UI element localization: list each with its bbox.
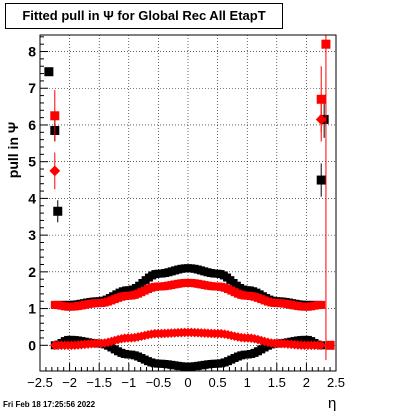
x-tick-label: 0.5 (209, 375, 227, 390)
y-axis-label-box: pull in Ψ (3, 110, 23, 190)
y-tick-label: 6 (28, 117, 36, 133)
data-point-square (50, 111, 60, 121)
data-point-diamond (315, 114, 327, 125)
data-point-diamond (316, 340, 326, 351)
y-tick-label: 2 (28, 264, 36, 280)
data-point-square (325, 340, 335, 350)
timestamp-footer: Fri Feb 18 17:25:56 2022 (3, 400, 96, 409)
data-point-square (44, 67, 54, 77)
x-tick-label: 0 (184, 375, 191, 390)
y-tick-label: 5 (28, 154, 36, 170)
chart-title: Fitted pull in Ψ for Global Rec All Etap… (5, 3, 283, 29)
x-tick-label: −2.5 (27, 375, 53, 390)
y-tick-label: 3 (28, 227, 36, 243)
x-tick-label: 1.5 (268, 375, 286, 390)
axis-ticks (39, 36, 337, 371)
x-tick-label: 1 (244, 375, 251, 390)
x-tick-label: 2 (303, 375, 310, 390)
x-tick-label: −1 (121, 375, 136, 390)
x-tick-label: 2.5 (327, 375, 345, 390)
data-point-diamond (49, 165, 61, 177)
data-point-square (53, 206, 63, 216)
y-tick-label: 7 (28, 80, 36, 96)
y-tick-label: 8 (28, 44, 36, 60)
x-axis-label: η (328, 395, 337, 412)
data-point-square (321, 39, 331, 49)
data-point-square (317, 300, 326, 309)
y-axis-label: pull in Ψ (5, 121, 21, 179)
x-tick-label: −0.5 (146, 375, 172, 390)
grid-lines (40, 35, 336, 371)
y-tick-label: 4 (28, 190, 36, 206)
y-tick-label: 0 (28, 337, 36, 353)
x-tick-label: −1.5 (86, 375, 112, 390)
x-tick-label: −2 (62, 375, 77, 390)
data-point-square (316, 175, 326, 185)
data-markers (44, 35, 335, 371)
y-tick-label: 1 (28, 301, 36, 317)
tick-labels: −2.5 −2 −1.5 −1 −0.5 0 0.5 1 1.5 2 2.5 0 1 2 3 4 5 6 7 8 (27, 44, 345, 390)
